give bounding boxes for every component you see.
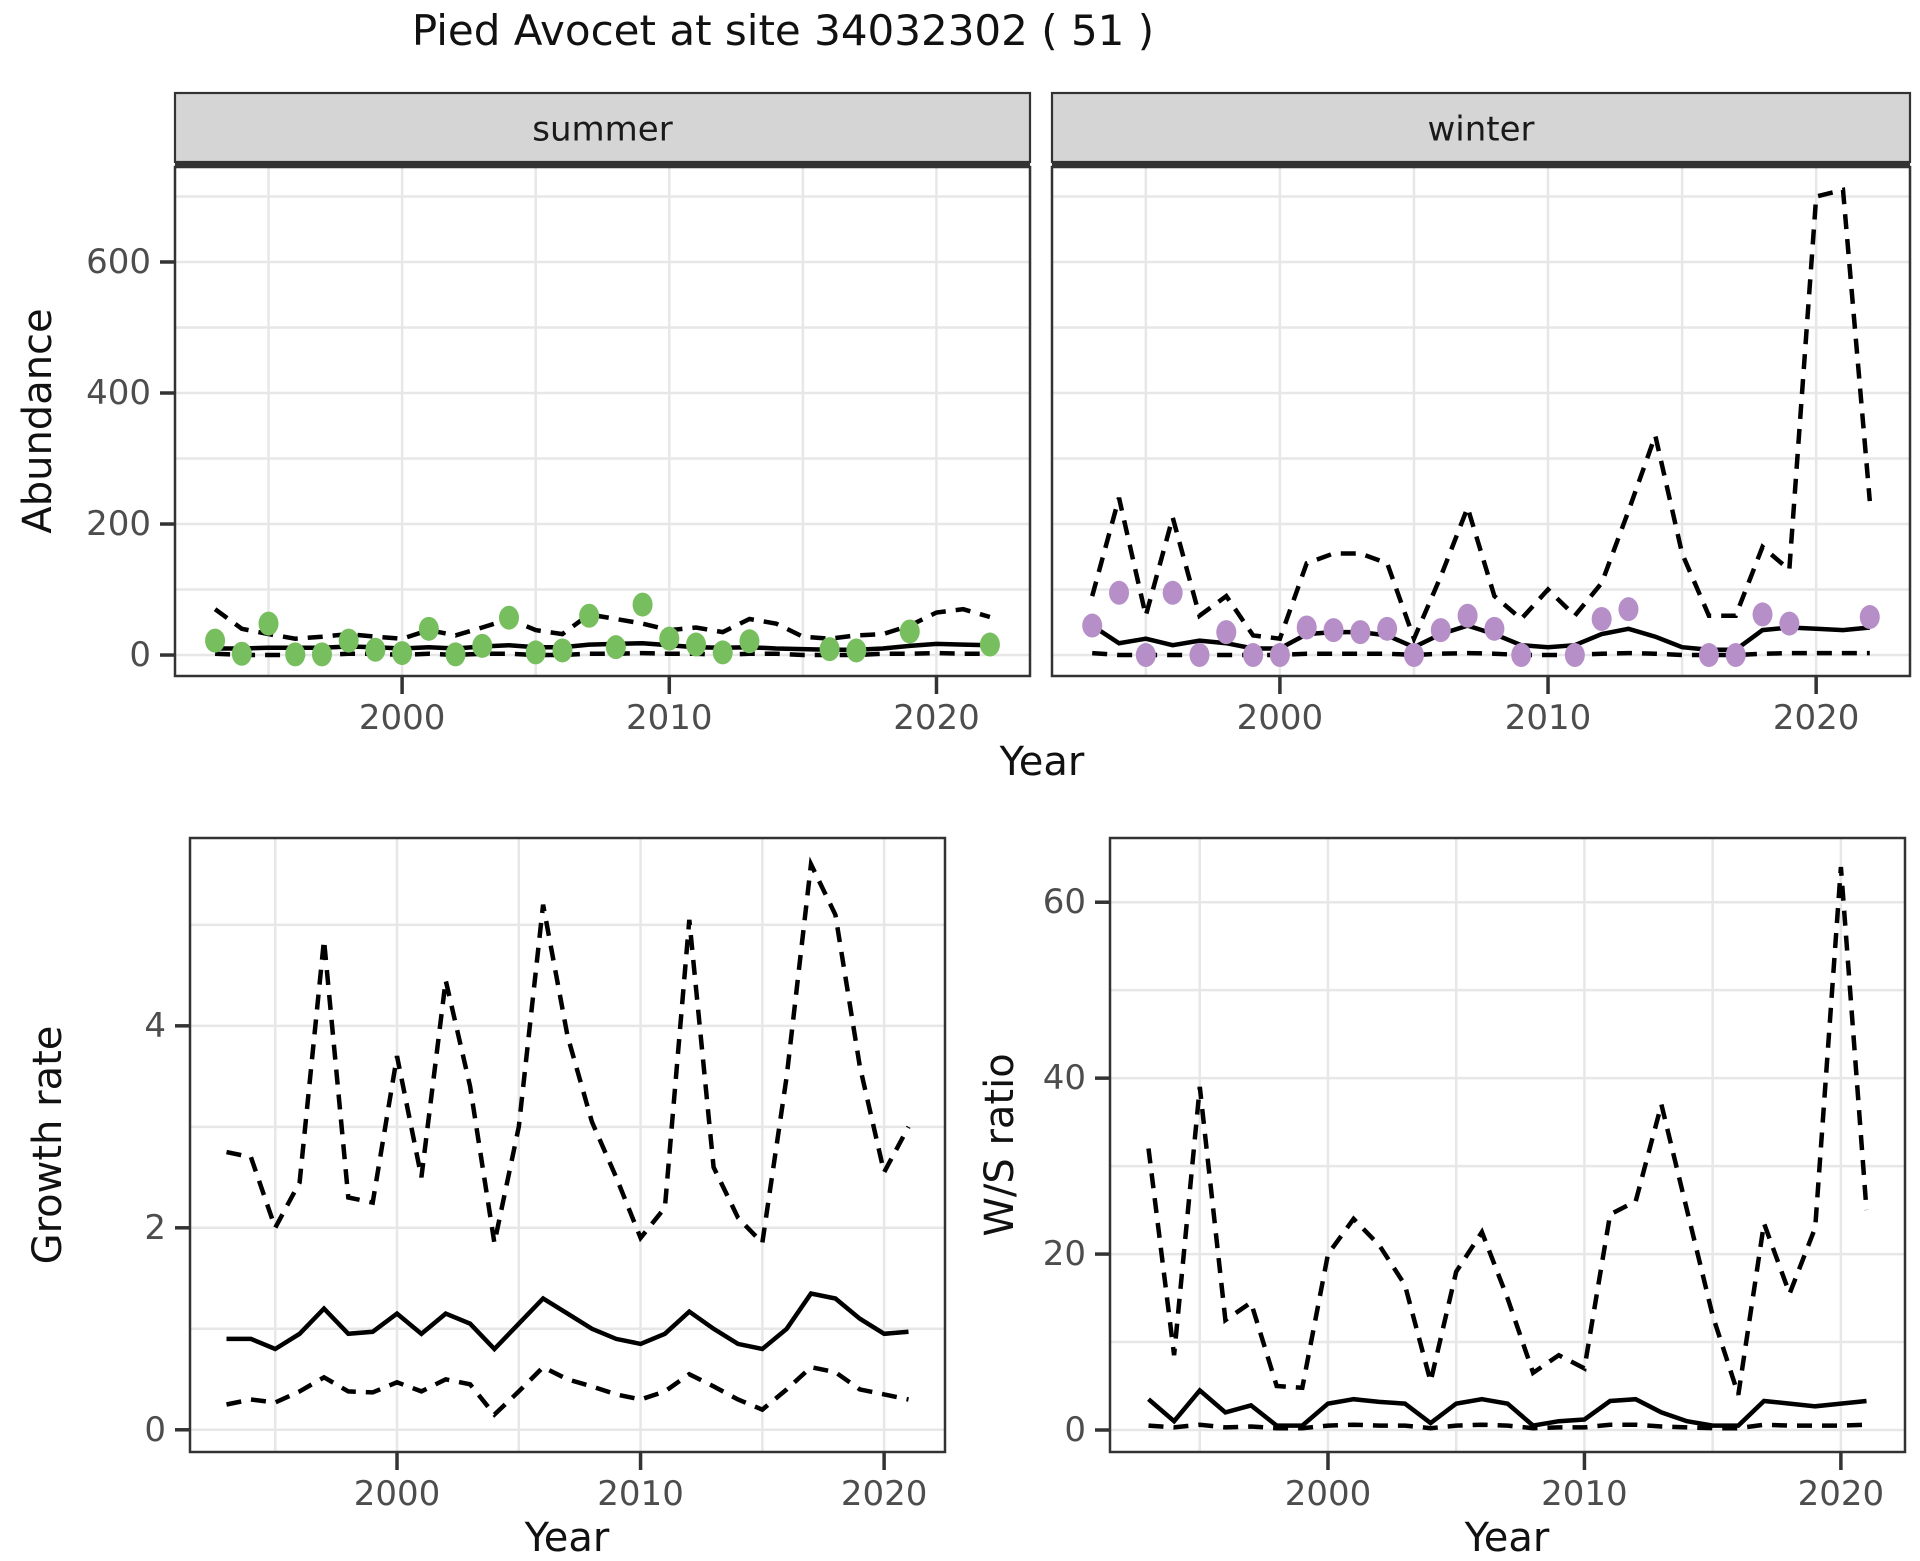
x-tick-label: 2020 [893,698,980,738]
x-axis-label-year-bottom-right: Year [1464,1515,1550,1561]
observed-point [686,632,707,657]
observed-point [1135,643,1156,668]
observed-point [1725,643,1746,668]
y-tick-label: 0 [1064,1410,1086,1450]
lower-ci-line [1148,1422,1867,1431]
observed-point [659,626,680,651]
upper-ci-line [1090,187,1873,645]
y-axis-label-growth-rate: Growth rate [25,1025,71,1265]
observed-point [1698,643,1719,668]
y-tick-label: 0 [129,635,151,675]
observed-point [392,641,413,666]
observed-point [498,605,519,630]
observed-point [552,638,573,663]
observed-point [712,640,733,665]
facet-strip [1050,91,1912,164]
ws-ratio-panel-background [1110,838,1905,1452]
observed-point [632,592,653,617]
observed-point [1430,618,1451,643]
observed-point [418,616,439,641]
x-axis-label-year-top: Year [999,739,1085,785]
growth-rate-panel-background [190,838,945,1452]
y-tick-label: 0 [144,1410,166,1450]
observed-point [205,628,226,653]
y-tick-label: 20 [1043,1234,1086,1274]
observed-point [311,642,332,667]
observed-point [1403,643,1424,668]
y-tick-label: 600 [86,242,151,282]
observed-point [979,632,1000,657]
upper-ci-line [226,856,911,1248]
y-tick-label: 2 [144,1208,166,1248]
observed-point [1564,643,1585,668]
x-tick-label: 2010 [1541,1474,1628,1514]
x-tick-label: 2010 [1505,698,1592,738]
facet-strip [173,91,1032,164]
lower-ci-line [214,650,990,658]
observed-point [1296,615,1317,640]
observed-point [819,637,840,662]
x-tick-label: 2000 [359,698,446,738]
observed-point [1511,643,1532,668]
y-tick-label: 60 [1043,882,1086,922]
observed-point [472,633,493,658]
observed-point [739,629,760,654]
facet-strip-label-winter: winter [1427,110,1534,150]
x-tick-label: 2020 [1773,698,1860,738]
y-tick-label: 400 [86,373,151,413]
y-axis-label-ws-ratio: W/S ratio [977,1053,1023,1237]
chart-title: Pied Avocet at site 34032302 ( 51 ) [411,6,1155,55]
observed-point [1269,643,1290,668]
lower-ci-line [1092,650,1870,658]
observed-point [258,611,279,636]
growth-rate-panel-border [188,836,947,1454]
observed-point [899,619,920,644]
observed-point [1591,607,1612,632]
observed-point [1109,580,1130,605]
observed-point [846,638,867,663]
x-tick-label: 2020 [1798,1474,1885,1514]
observed-point [1350,620,1371,645]
x-tick-label: 2010 [626,698,713,738]
observed-point [365,637,386,662]
fit-line [226,1290,909,1353]
observed-point [1484,616,1505,641]
ws-ratio-panel-border [1108,836,1907,1454]
x-tick-label: 2000 [354,1474,441,1514]
abundance-summer-panel-background [175,167,1030,676]
observed-point [605,635,626,660]
observed-point [1243,643,1264,668]
upper-ci-line [1146,866,1869,1396]
observed-point [338,628,359,653]
observed-point [445,642,466,667]
y-tick-label: 4 [144,1006,166,1046]
x-axis-label-year-bottom-left: Year [524,1515,610,1561]
observed-point [1779,611,1800,636]
x-tick-label: 2000 [1237,698,1324,738]
observed-point [1377,616,1398,641]
fit-line [1147,1387,1867,1428]
y-tick-label: 40 [1043,1058,1086,1098]
x-tick-label: 2010 [597,1474,684,1514]
x-tick-label: 2000 [1285,1474,1372,1514]
observed-point [231,641,252,666]
observed-point [1752,602,1773,627]
x-tick-label: 2020 [841,1474,928,1514]
observed-point [1162,580,1183,605]
observed-point [525,640,546,665]
observed-point [1618,597,1639,622]
observed-point [1323,618,1344,643]
observed-point [1859,605,1880,630]
y-tick-label: 200 [86,504,151,544]
observed-point [1216,620,1237,645]
facet-strip-label-summer: summer [532,110,672,150]
y-axis-label-abundance: Abundance [15,308,61,534]
observed-point [579,603,600,628]
lower-ci-line [226,1364,909,1418]
observed-point [1189,643,1210,668]
observed-point [285,642,306,667]
observed-point [1082,613,1103,638]
observed-point [1457,603,1478,628]
